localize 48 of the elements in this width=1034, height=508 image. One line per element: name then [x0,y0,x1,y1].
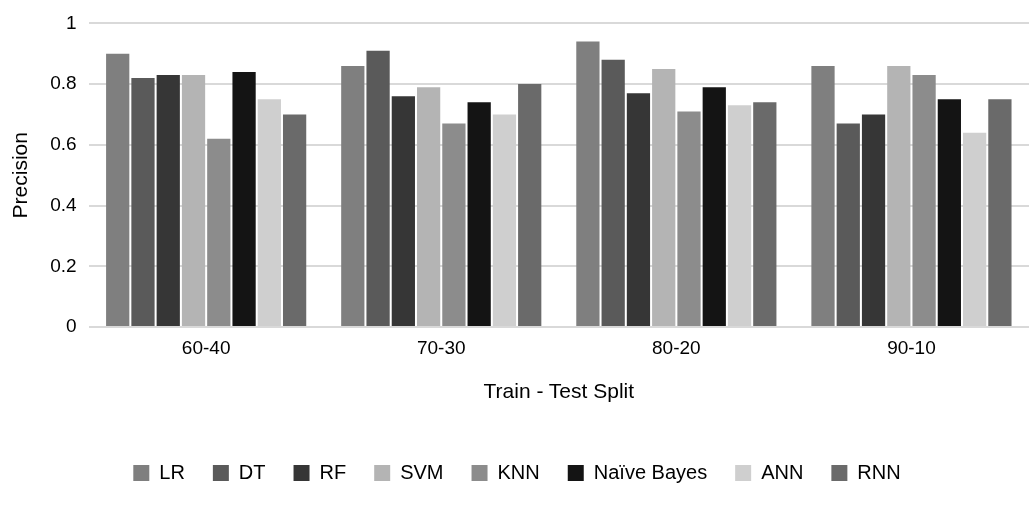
y-axis-title: Precision [8,132,32,219]
bar [417,87,441,326]
x-tick-label: 80-20 [652,336,701,358]
bar [601,59,625,326]
bar [576,41,600,326]
bar [702,87,726,326]
x-tick-label: 70-30 [416,336,466,358]
bar [156,75,180,326]
legend-label: LR [159,460,185,483]
bar [861,114,886,326]
bar [181,75,206,326]
bar [518,84,542,326]
legend-label: Naïve Bayes [593,460,708,483]
bar [442,123,466,326]
bar [836,123,860,326]
y-tick-label: 0.4 [50,193,78,215]
bar [811,65,835,326]
legend-label: ANN [761,460,804,483]
legend-label: SVM [400,460,444,483]
y-tick-label: 0.6 [50,133,77,155]
bar [106,53,130,326]
legend-label: RF [319,460,347,483]
bar [467,102,491,326]
x-tick-label: 60-40 [181,336,231,358]
y-tick-label: 0 [66,315,77,337]
x-tick-label: 90-10 [887,336,936,358]
bar [626,93,651,326]
y-tick-label: 0.2 [50,254,77,276]
bar [391,96,415,326]
bar [988,99,1012,326]
bar [753,102,777,326]
legend-label: KNN [497,460,540,483]
bar [207,138,231,326]
bar [282,114,307,326]
x-axis-title: Train - Test Split [483,379,635,403]
bar [366,50,390,326]
legend-label: DT [238,460,266,483]
bar [652,68,676,326]
bar [131,78,155,326]
bar [232,71,256,326]
bar [341,65,365,326]
y-tick-label: 0.8 [50,72,77,94]
bar [937,99,961,326]
y-tick-label: 1 [66,11,77,33]
legend-label: RNN [857,460,901,483]
bar [677,111,701,326]
bar [887,65,911,326]
bar [912,75,936,326]
